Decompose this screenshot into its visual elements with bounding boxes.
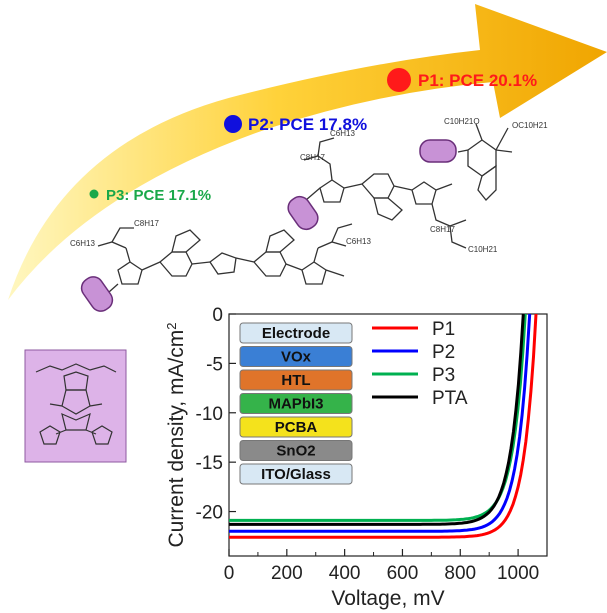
jv-curve-pta [229,313,525,526]
device-stack: Electrode VOx HTL MAPbI3 PCBA SnO2 ITO/Glass [239,322,353,485]
fused-ring-unit-1 [80,276,114,312]
layer-label: ITO/Glass [261,466,331,483]
x-tick-label: 200 [271,563,303,584]
x-tick-label: 600 [387,563,419,584]
x-axis-title: Voltage, mV [331,587,444,610]
monomer-inset [24,349,127,463]
y-tick-label: -5 [206,354,223,375]
y-tick-label: -15 [196,453,223,474]
marker-p2: P2: PCE 17.8% [224,115,367,134]
layer-electrode [239,322,353,344]
layer-vox [239,346,353,367]
layer-label: PCBA [275,419,318,436]
chemical-structures [97,123,513,301]
chem-label-c6h13c: C6H13 [346,237,371,246]
chem-label-c10h21: C10H21 [468,245,498,254]
legend-label: PTA [432,388,468,409]
y-tick-label: -10 [196,404,223,425]
layer-label: VOx [281,349,312,366]
layer-sno2 [239,440,353,461]
layer-pcba [239,416,353,438]
y-tick-label: -20 [196,503,223,524]
chem-labels: C6H13 C8H17 C8H17 C6H13 C8H17 C10H21 C10… [70,117,548,254]
jv-curve-p1 [229,313,538,539]
marker-p1: P1: PCE 20.1% [387,68,537,92]
x-tick-label: 0 [224,563,235,584]
jv-curve-p3 [229,313,527,522]
x-tick-label: 400 [329,563,361,584]
marker-p3: P3: PCE 17.1% [89,187,211,204]
chem-label-c8h17b: C8H17 [300,153,325,162]
marker-p3-label: P3: PCE 17.1% [106,187,211,204]
layer-label: MAPbI3 [268,396,323,413]
axis-ticks: 0 200 400 600 800 1000 0 -5 -10 -15 -20 [196,305,540,584]
legend-label: P3 [432,365,455,386]
x-tick-label: 800 [444,563,476,584]
layer-label: HTL [281,372,310,389]
layer-label: SnO2 [276,443,315,460]
layer-label: Electrode [262,325,330,342]
marker-p2-label: P2: PCE 17.8% [248,115,367,134]
legend-label: P2 [432,342,455,363]
layer-htl [239,369,353,391]
layer-ito-glass [239,463,353,485]
marker-p1-label: P1: PCE 20.1% [418,71,537,90]
fused-ring-unit-3 [419,139,457,163]
jv-curve-p2 [229,313,532,533]
chem-label-c10h21o: C10H21O [444,117,480,126]
fused-ring-unit-2 [287,195,319,231]
jv-chart: 0 200 400 600 800 1000 0 -5 -10 -15 -20 Electrode V… [164,305,548,610]
y-axis-title: Current density, mA/cm2 [164,322,188,547]
chem-label-c8h17: C8H17 [134,219,159,228]
x-tick-label: 1000 [497,563,539,584]
legend-label: P1 [432,319,455,340]
layer-mapbi3 [239,393,353,414]
chem-label-oc10h21: OC10H21 [512,121,548,130]
trend-arrow [8,4,607,300]
chem-label-c6h13b: C6H13 [330,129,355,138]
jv-curves [229,313,538,539]
chem-label-c6h13: C6H13 [70,239,95,248]
chem-label-c8h17c: C8H17 [430,225,455,234]
y-tick-label: 0 [212,305,223,326]
